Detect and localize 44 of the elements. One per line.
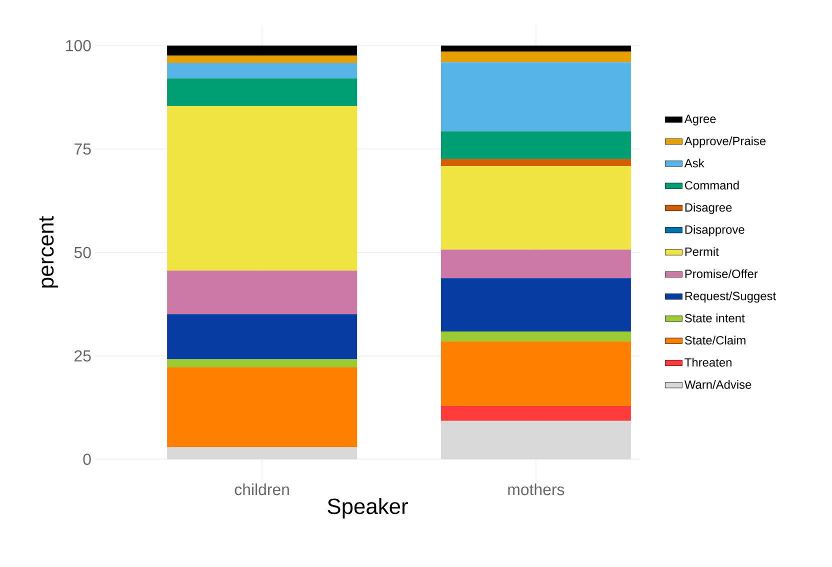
legend-label: State/Claim bbox=[684, 336, 746, 345]
y-tick-label: 0 bbox=[83, 454, 91, 465]
bar bbox=[440, 406, 631, 421]
legend-label: Threaten bbox=[684, 358, 732, 367]
bar bbox=[167, 270, 358, 314]
bar bbox=[167, 56, 358, 64]
legend-label: Disagree bbox=[685, 202, 732, 214]
bar bbox=[440, 131, 631, 159]
bar bbox=[440, 341, 631, 406]
bar bbox=[440, 159, 631, 166]
bar bbox=[167, 78, 358, 106]
legend-label: Command bbox=[685, 180, 739, 190]
bar bbox=[167, 46, 358, 56]
bar bbox=[167, 447, 358, 460]
bar bbox=[440, 51, 631, 62]
y-tick-label: 50 bbox=[74, 246, 91, 258]
bar bbox=[167, 367, 358, 448]
legend-label: Request/Suggest bbox=[685, 291, 776, 303]
x-axis-title: Speaker bbox=[328, 498, 408, 518]
bar bbox=[167, 106, 358, 271]
legend-label: Promise/Offer bbox=[685, 269, 758, 278]
bar bbox=[440, 331, 631, 342]
legend-label: Ask bbox=[684, 158, 704, 168]
bar bbox=[440, 250, 631, 278]
y-tick-label: 75 bbox=[74, 144, 91, 155]
y-tick-label: 25 bbox=[74, 350, 91, 362]
legend-label: Disapprove bbox=[685, 225, 744, 236]
bar bbox=[167, 314, 358, 360]
x-tick-label: children bbox=[234, 484, 289, 496]
bar bbox=[440, 46, 631, 52]
bar bbox=[440, 166, 631, 250]
bar bbox=[440, 62, 631, 132]
legend-label: State intent bbox=[684, 314, 745, 322]
legend-label: Agree bbox=[684, 114, 716, 126]
bar bbox=[440, 420, 631, 460]
legend-label: Warn/Advise bbox=[684, 380, 752, 389]
bar bbox=[167, 359, 358, 368]
legend-label: Permit bbox=[685, 247, 719, 256]
y-axis-title: percent bbox=[39, 216, 58, 288]
x-tick-label: mothers bbox=[508, 484, 564, 496]
bar bbox=[167, 63, 358, 78]
legend-label: Approve/Praise bbox=[684, 136, 766, 148]
bar bbox=[440, 278, 631, 332]
y-tick-label: 100 bbox=[66, 40, 91, 52]
